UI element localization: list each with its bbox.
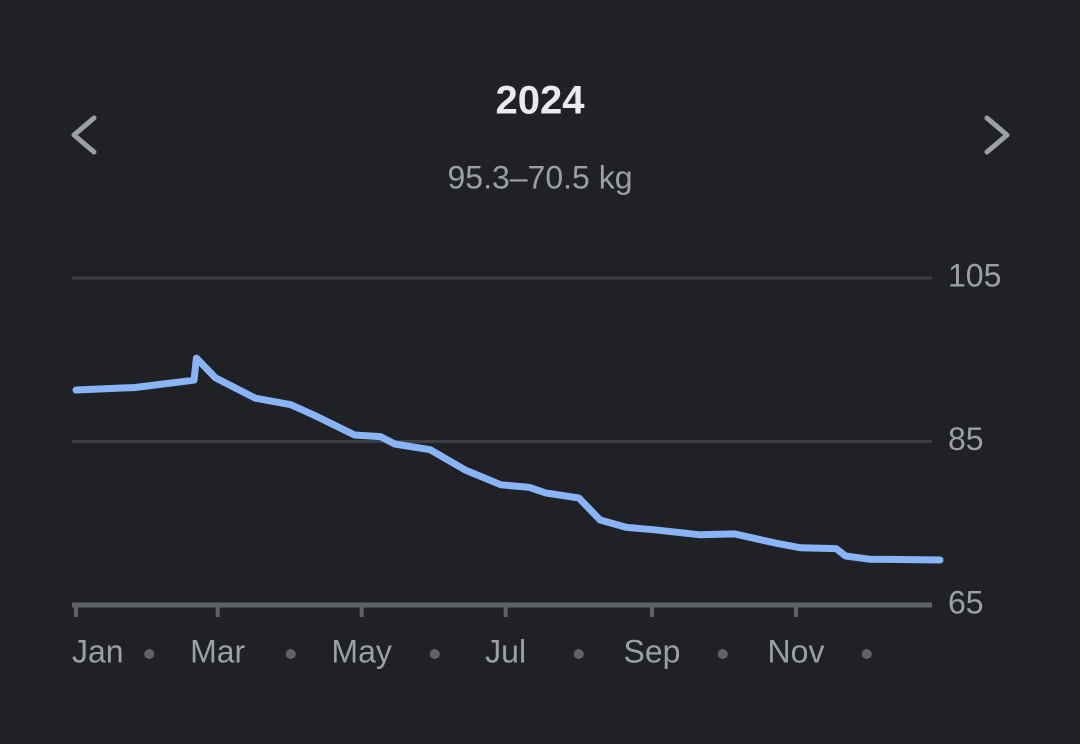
x-tick-label: Jan xyxy=(72,633,124,669)
x-tick-label: Mar xyxy=(190,633,245,669)
x-tick-label: Nov xyxy=(768,633,825,669)
x-minor-tick xyxy=(861,649,872,659)
x-minor-tick xyxy=(717,649,728,659)
x-tick-label: Jul xyxy=(485,633,526,669)
x-minor-tick xyxy=(573,649,584,659)
previous-year-button[interactable] xyxy=(71,115,97,155)
y-tick-label: 85 xyxy=(948,421,984,457)
x-tick-label: Sep xyxy=(624,633,681,669)
x-minor-tick xyxy=(429,649,440,659)
y-tick-label: 105 xyxy=(948,257,1001,293)
y-tick-label: 65 xyxy=(948,584,984,620)
next-year-button[interactable] xyxy=(984,115,1010,155)
x-minor-tick xyxy=(144,649,155,659)
chart-subtitle: 95.3–70.5 kg xyxy=(447,159,632,195)
weight-line xyxy=(72,354,944,564)
x-minor-tick xyxy=(285,649,296,659)
x-tick-label: May xyxy=(331,633,391,669)
chart-title: 2024 xyxy=(496,79,586,123)
